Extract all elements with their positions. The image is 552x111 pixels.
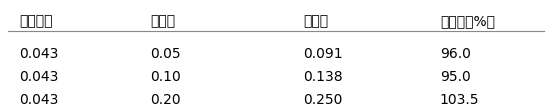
Text: 样品本底: 样品本底 — [19, 15, 52, 29]
Text: 0.20: 0.20 — [150, 93, 181, 107]
Text: 0.05: 0.05 — [150, 47, 181, 61]
Text: 103.5: 103.5 — [440, 93, 480, 107]
Text: 96.0: 96.0 — [440, 47, 471, 61]
Text: 0.10: 0.10 — [150, 70, 181, 84]
Text: 0.043: 0.043 — [19, 93, 59, 107]
Text: 0.091: 0.091 — [303, 47, 343, 61]
Text: 0.250: 0.250 — [303, 93, 343, 107]
Text: 95.0: 95.0 — [440, 70, 471, 84]
Text: 0.043: 0.043 — [19, 47, 59, 61]
Text: 0.138: 0.138 — [303, 70, 343, 84]
Text: 回收率（%）: 回收率（%） — [440, 15, 495, 29]
Text: 测定值: 测定值 — [303, 15, 328, 29]
Text: 0.043: 0.043 — [19, 70, 59, 84]
Text: 加标量: 加标量 — [150, 15, 176, 29]
